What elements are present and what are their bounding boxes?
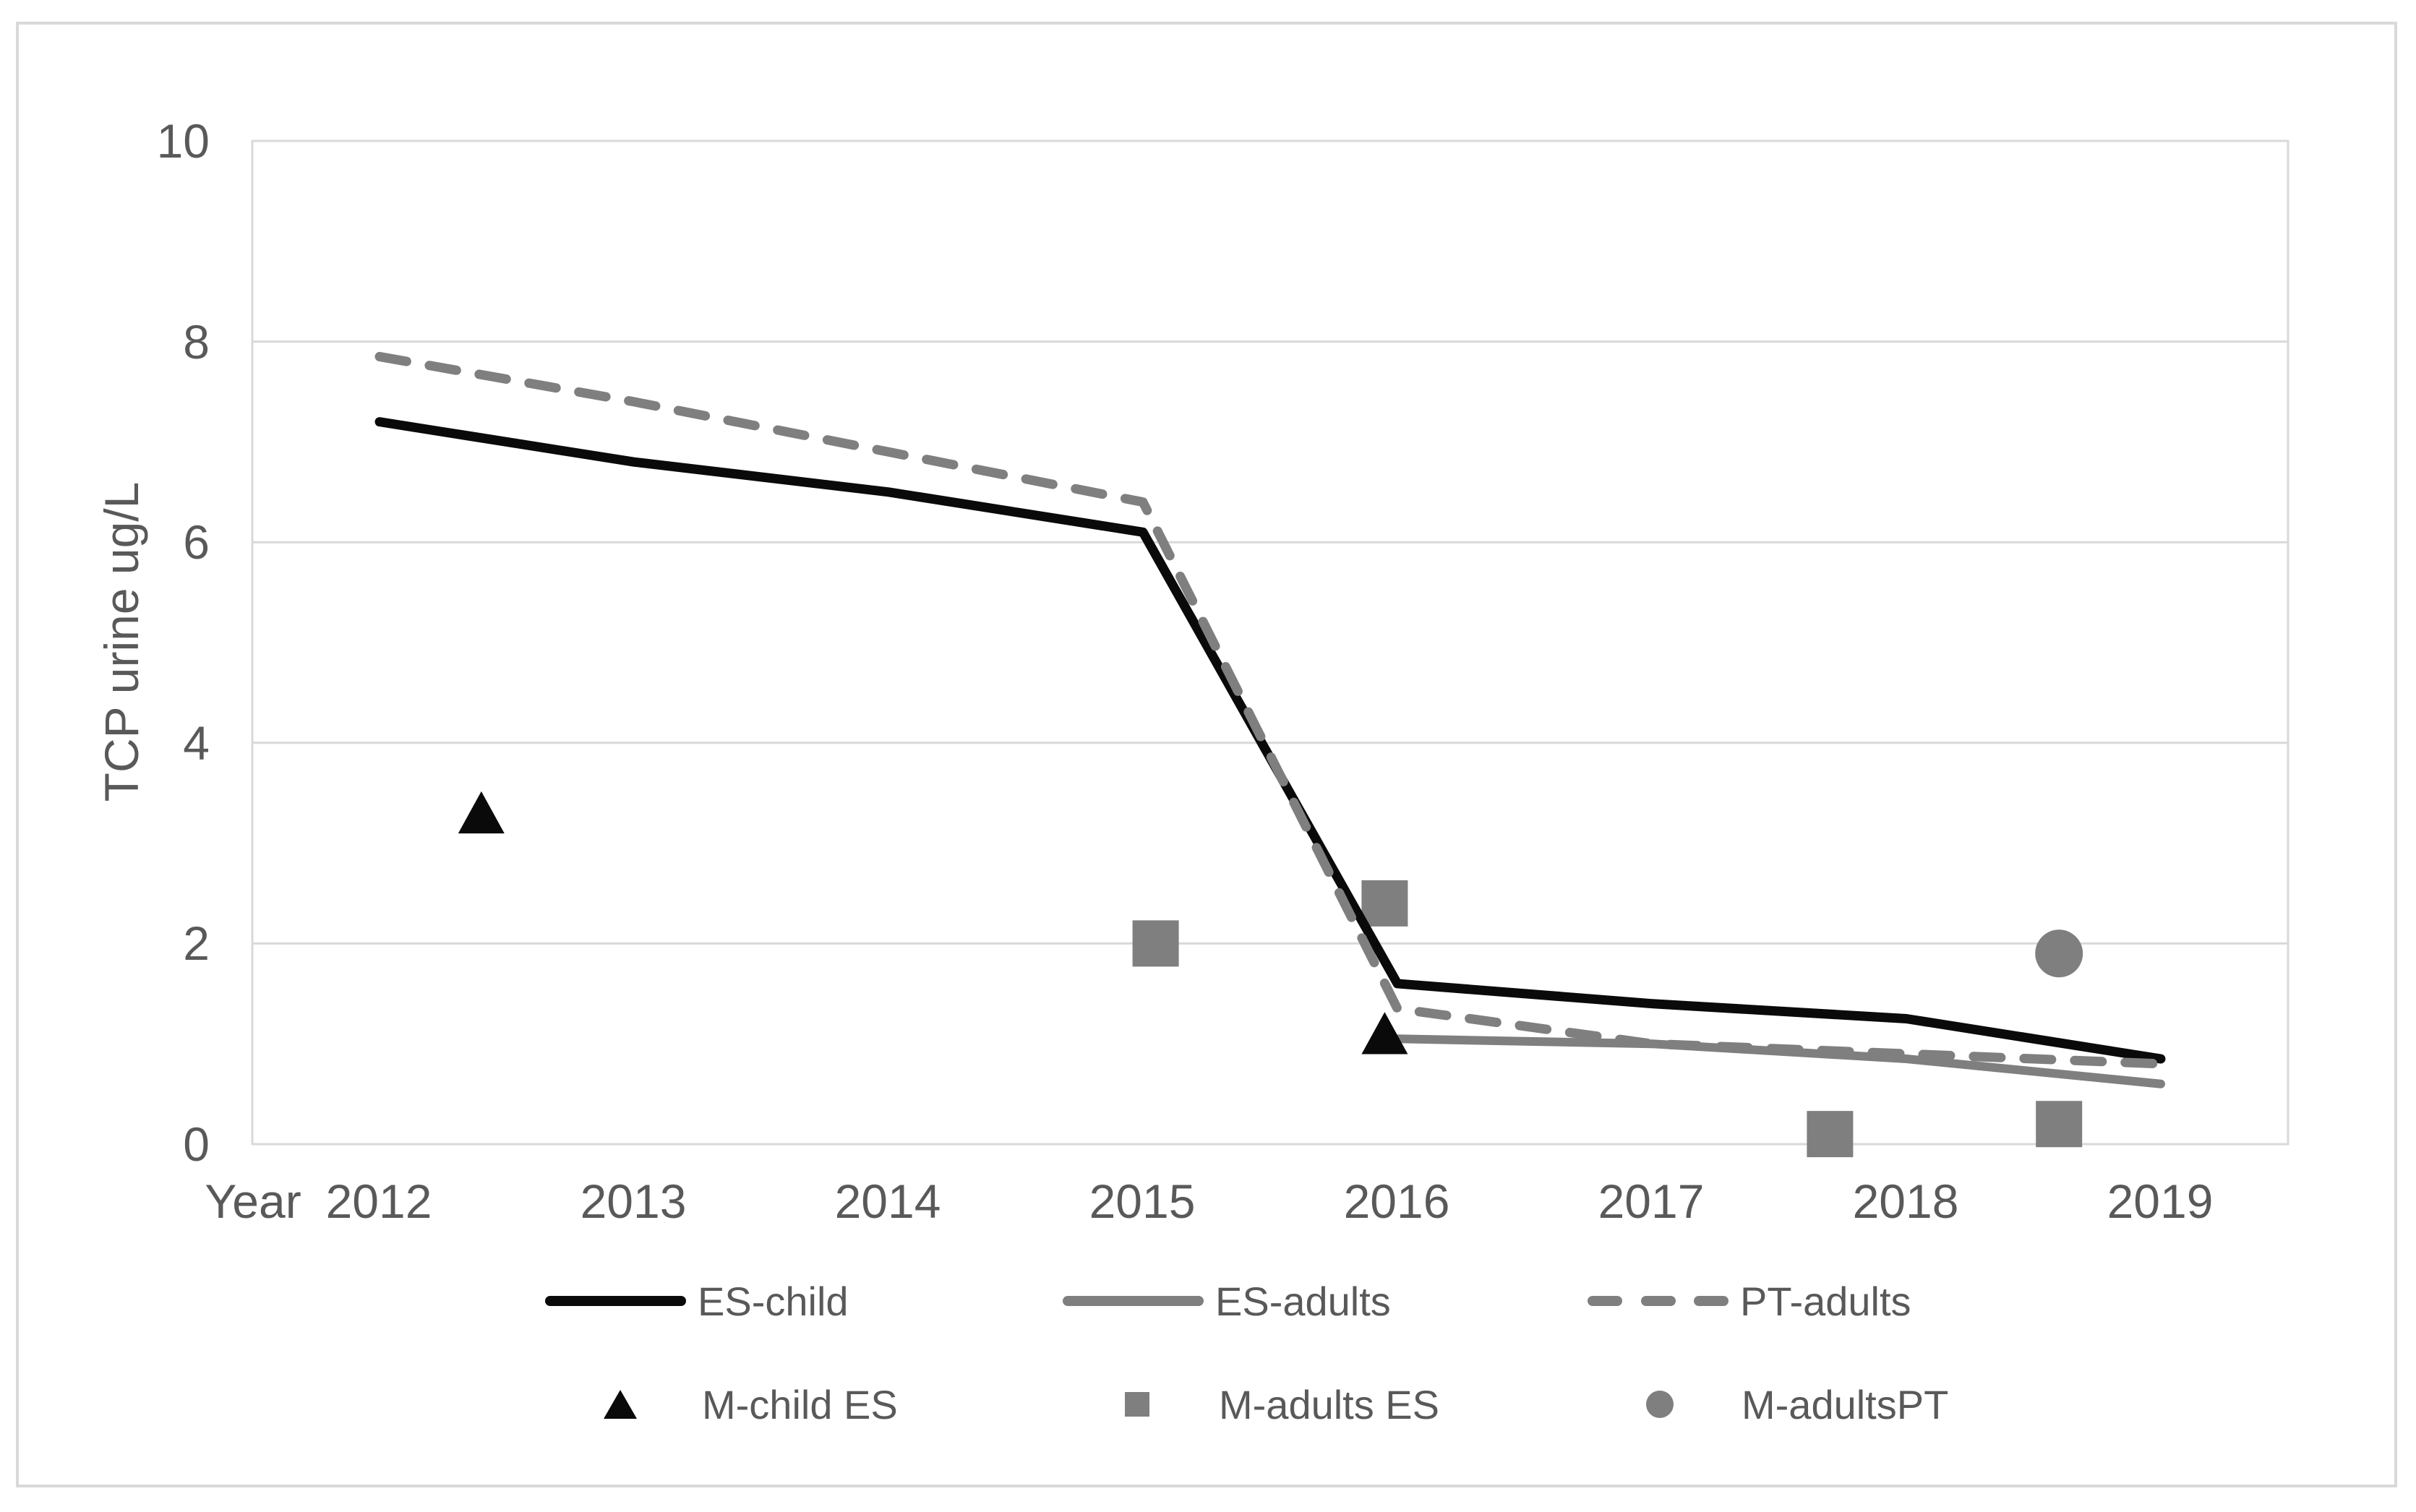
x-tick-2019: 2019 [2107, 1174, 2214, 1228]
y-axis-title: TCP urine ug/L [95, 481, 148, 802]
legend-item-m-adults-es: M-adults ES [1066, 1377, 1439, 1432]
y-tick-6: 6 [183, 515, 210, 569]
marker-square-M-adults ES [1361, 880, 1408, 927]
y-tick-0: 0 [183, 1117, 210, 1171]
marker-circle-M-adultsPT [2035, 929, 2083, 978]
x-tick-2018: 2018 [1852, 1174, 1959, 1228]
es-child-line-swatch-icon [545, 1273, 686, 1328]
legend-label: M-child ES [702, 1381, 898, 1427]
plot-border [251, 139, 2289, 1146]
x-axis-title: Year [205, 1174, 301, 1228]
y-tick-8: 8 [183, 315, 210, 369]
legend-label: PT-adults [1740, 1278, 1911, 1324]
y-tick-4: 4 [183, 716, 210, 770]
legend-label: M-adultsPT [1742, 1381, 1949, 1427]
marker-square-M-adults ES [1132, 920, 1179, 967]
figure-border [16, 22, 2397, 1487]
pt-adults-dashed-swatch-icon [1588, 1273, 1729, 1328]
series-line-ES-child [374, 417, 2166, 1064]
x-tick-2014: 2014 [834, 1174, 941, 1228]
triangle-marker-icon [549, 1377, 690, 1432]
y-tick-10: 10 [156, 114, 210, 168]
legend-item-m-child-es: M-child ES [549, 1377, 898, 1432]
x-tick-2013: 2013 [580, 1174, 687, 1228]
legend-item-m-adultspt: M-adultsPT [1589, 1377, 1948, 1432]
marker-triangle-M-child ES [458, 791, 505, 834]
x-tick-2012: 2012 [325, 1174, 432, 1228]
x-tick-2015: 2015 [1089, 1174, 1196, 1228]
series-line-PT-adults [374, 351, 2166, 1069]
marker-triangle-M-child ES [1361, 1012, 1408, 1054]
legend-item-es-adults: ES-adults [1063, 1273, 1391, 1328]
x-tick-2017: 2017 [1598, 1174, 1705, 1228]
circle-marker-icon [1589, 1377, 1730, 1432]
legend-item-pt-adults: PT-adults [1588, 1273, 1911, 1328]
square-marker-icon [1066, 1377, 1207, 1432]
es-adults-line-swatch-icon [1063, 1273, 1204, 1328]
legend-label: M-adults ES [1219, 1381, 1439, 1427]
legend-label: ES-adults [1215, 1278, 1391, 1324]
y-tick-2: 2 [183, 916, 210, 970]
marker-square-M-adults ES [2036, 1101, 2083, 1148]
x-tick-2016: 2016 [1343, 1174, 1450, 1228]
legend-item-es-child: ES-child [545, 1273, 849, 1328]
marker-square-M-adults ES [1807, 1111, 1854, 1158]
legend-label: ES-child [698, 1278, 849, 1324]
